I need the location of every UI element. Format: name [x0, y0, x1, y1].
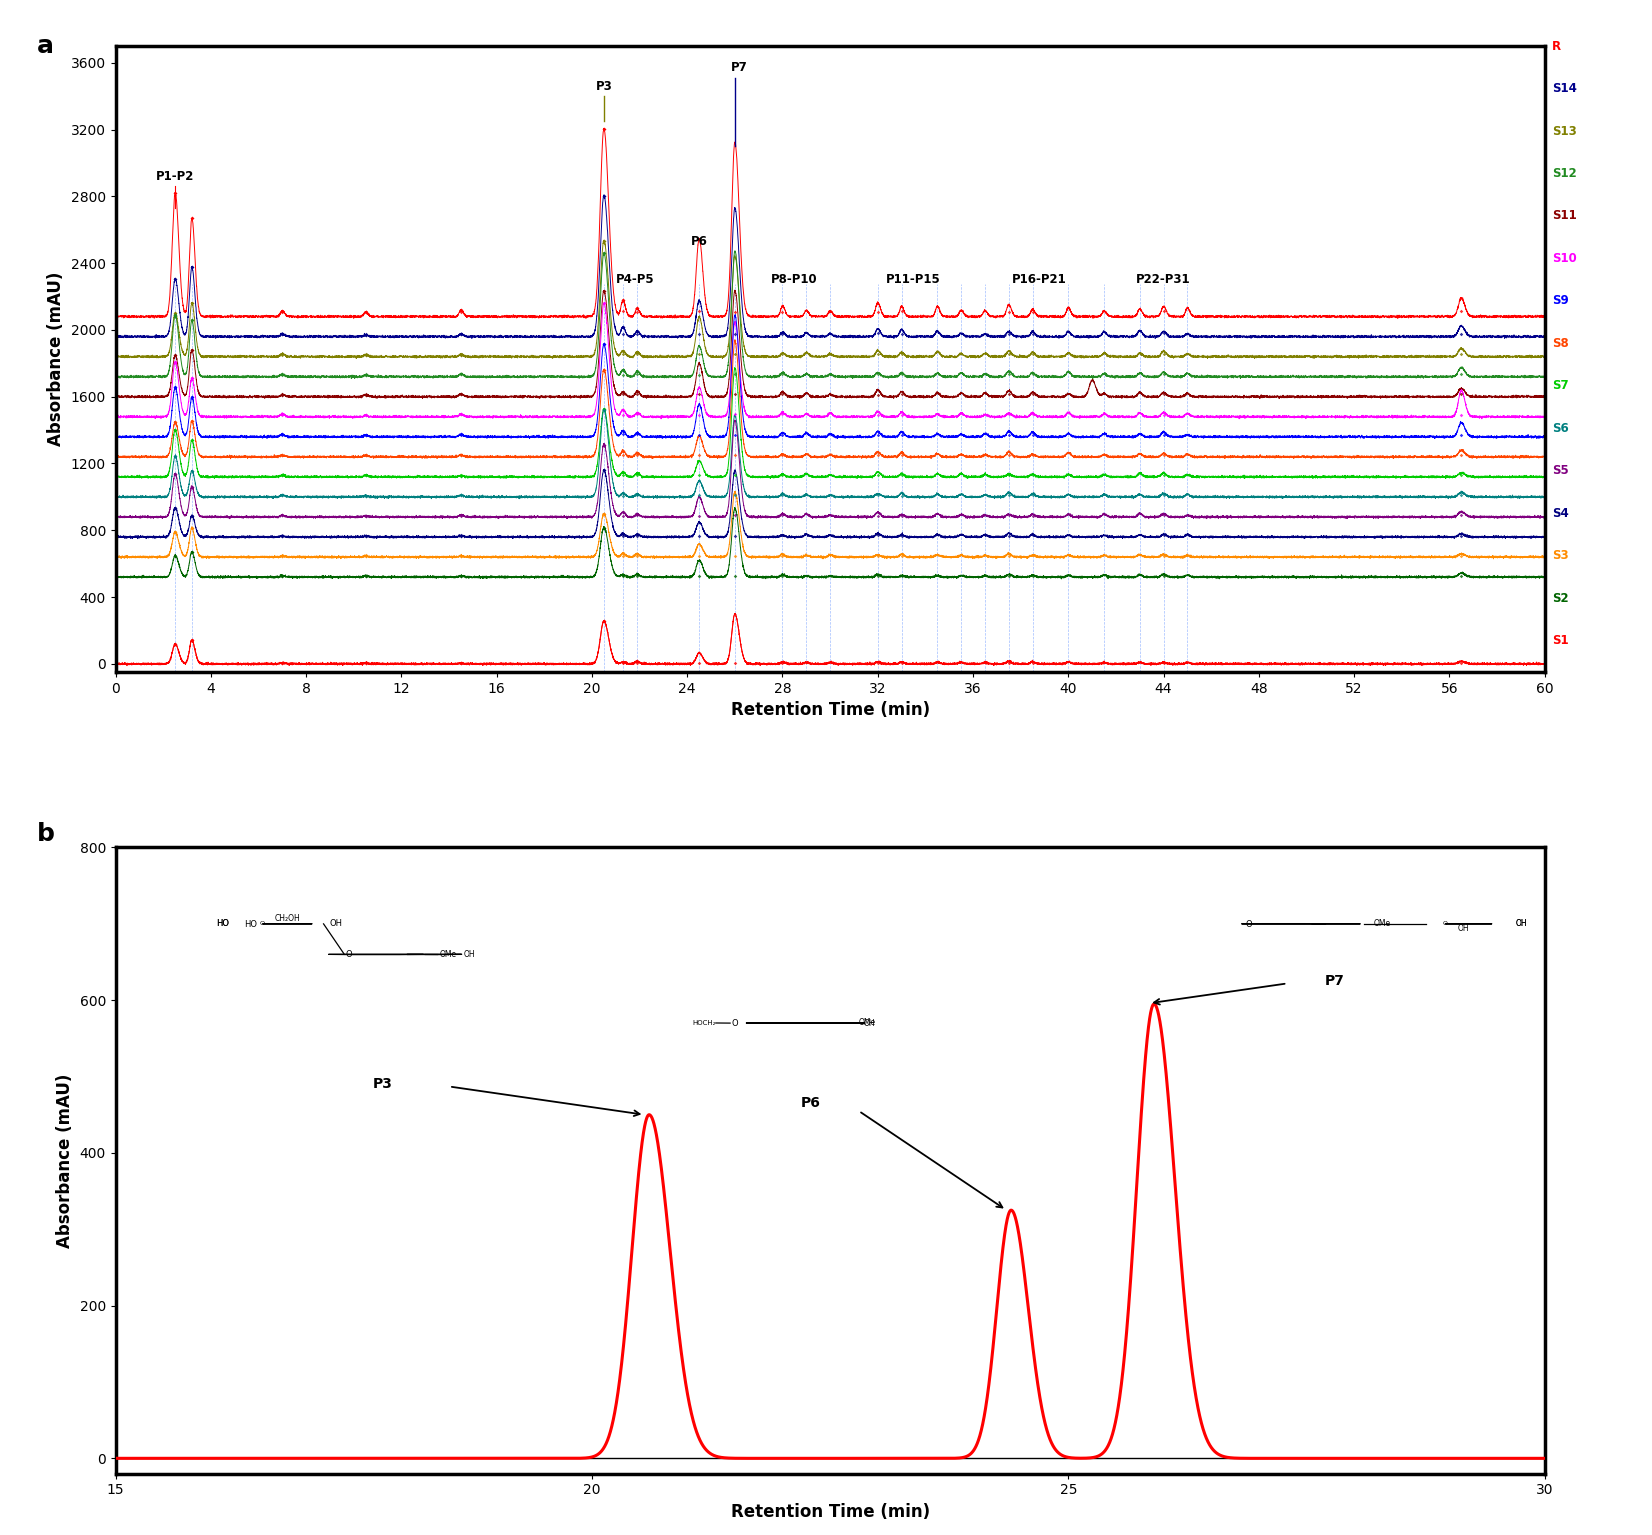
Text: P6: P6	[691, 235, 707, 249]
Text: S12: S12	[1551, 167, 1576, 180]
Text: OH: OH	[864, 1019, 876, 1028]
Text: a: a	[36, 34, 55, 57]
Y-axis label: Absorbance (mAU): Absorbance (mAU)	[48, 272, 64, 447]
Text: OH: OH	[1517, 919, 1528, 929]
Text: O: O	[1246, 919, 1252, 929]
Text: S7: S7	[1551, 379, 1568, 393]
X-axis label: Retention Time (min): Retention Time (min)	[730, 1503, 930, 1521]
Text: OMe: OMe	[1373, 919, 1391, 929]
Text: S13: S13	[1551, 124, 1576, 138]
Text: S5: S5	[1551, 465, 1568, 477]
Text: P16-P21: P16-P21	[1013, 273, 1067, 287]
Text: P3: P3	[372, 1078, 392, 1091]
Text: CH₂OH: CH₂OH	[274, 915, 301, 924]
Text: S8: S8	[1551, 338, 1568, 350]
Text: R: R	[1551, 40, 1561, 52]
Text: OH: OH	[1457, 924, 1470, 933]
Text: S3: S3	[1551, 550, 1568, 562]
Text: HO: HO	[216, 919, 230, 929]
Text: S11: S11	[1551, 209, 1576, 223]
Text: P7: P7	[1325, 975, 1345, 989]
Text: S2: S2	[1551, 593, 1568, 605]
Text: OMe: OMe	[859, 1018, 876, 1027]
Text: OH: OH	[463, 950, 476, 959]
Text: P7: P7	[732, 61, 748, 74]
Text: S10: S10	[1551, 252, 1576, 266]
Text: b: b	[36, 823, 55, 846]
Text: O: O	[259, 921, 264, 927]
Text: HO: HO	[216, 919, 230, 929]
Text: S1: S1	[1551, 634, 1568, 648]
Text: P11-P15: P11-P15	[885, 273, 942, 287]
Text: P6: P6	[801, 1096, 821, 1110]
Text: P22-P31: P22-P31	[1137, 273, 1191, 287]
Text: S4: S4	[1551, 507, 1568, 520]
Text: O: O	[732, 1019, 738, 1027]
X-axis label: Retention Time (min): Retention Time (min)	[730, 701, 930, 720]
Text: O: O	[345, 950, 352, 959]
Text: HO: HO	[244, 919, 258, 929]
Y-axis label: Absorbance (mAU): Absorbance (mAU)	[56, 1073, 74, 1248]
Text: S9: S9	[1551, 295, 1568, 307]
Text: OH: OH	[329, 919, 342, 929]
Text: P3: P3	[595, 80, 613, 92]
Text: O: O	[1442, 921, 1447, 927]
Text: P8-P10: P8-P10	[771, 273, 818, 287]
Text: OMe: OMe	[439, 950, 456, 959]
Text: S6: S6	[1551, 422, 1568, 434]
Text: HOCH₂: HOCH₂	[692, 1019, 715, 1025]
Text: P4-P5: P4-P5	[616, 273, 654, 287]
Text: P1-P2: P1-P2	[155, 170, 195, 183]
Text: OH: OH	[1517, 919, 1528, 929]
Text: S14: S14	[1551, 81, 1576, 95]
